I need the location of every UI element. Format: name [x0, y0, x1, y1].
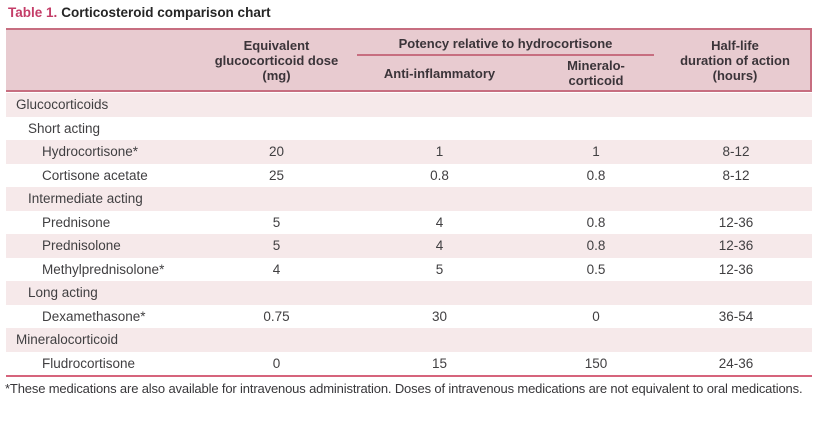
cell-half-life: 36-54 [718, 308, 754, 324]
column-header-half-life: Half-life duration of action (hours) [660, 30, 810, 90]
row-label: Cortisone acetate [42, 167, 148, 183]
table-row: Dexamethasone* 0.75 30 0 36-54 [6, 304, 812, 328]
section-label: Mineralocorticoid [16, 332, 119, 348]
header-line: glucocorticoid dose [214, 52, 339, 68]
table-row: Prednisolone 5 4 0.8 12-36 [6, 234, 812, 258]
subsection-label: Short acting [28, 120, 101, 136]
cell-anti-inflammatory: 15 [431, 355, 448, 371]
corticosteroid-table: Equivalent glucocorticoid dose (mg) Pote… [6, 28, 812, 377]
cell-dose: 25 [268, 167, 285, 183]
header-line: duration of action [680, 52, 790, 68]
row-label: Prednisone [42, 214, 111, 230]
row-label: Dexamethasone* [42, 308, 146, 324]
table-number-label: Table 1. [8, 5, 58, 20]
column-header-medication [6, 30, 206, 90]
table-row: Glucocorticoids [6, 93, 812, 117]
cell-mineralocorticoid: 0.5 [586, 261, 606, 277]
table-row: Long acting [6, 281, 812, 305]
header-line: corticoid [568, 73, 624, 88]
cell-mineralocorticoid: 0.8 [586, 238, 606, 254]
cell-anti-inflammatory: 30 [431, 308, 448, 324]
cell-dose: 0.75 [263, 308, 290, 324]
cell-dose: 20 [268, 144, 285, 160]
cell-dose: 0 [272, 355, 281, 371]
subsection-label: Intermediate acting [28, 191, 143, 207]
cell-anti-inflammatory: 1 [435, 144, 444, 160]
section-label: Glucocorticoids [16, 97, 109, 113]
cell-anti-inflammatory: 5 [435, 261, 444, 277]
header-line: (hours) [712, 67, 758, 83]
cell-half-life: 12-36 [718, 214, 754, 230]
table-row: Fludrocortisone 0 15 150 24-36 [6, 351, 812, 375]
cell-mineralocorticoid: 0.8 [586, 167, 606, 183]
page-title: Table 1. Corticosteroid comparison chart [8, 5, 271, 20]
cell-mineralocorticoid: 0.8 [586, 214, 606, 230]
column-header-mineralocorticoid: Mineralo- corticoid [532, 56, 660, 90]
cell-anti-inflammatory: 0.8 [430, 167, 449, 183]
header-line: Equivalent [243, 37, 310, 53]
table-title-text: Corticosteroid comparison chart [61, 5, 271, 20]
table-row: Methylprednisolone* 4 5 0.5 12-36 [6, 257, 812, 281]
table-row: Mineralocorticoid [6, 328, 812, 352]
cell-anti-inflammatory: 4 [435, 214, 444, 230]
cell-mineralocorticoid: 1 [592, 144, 600, 160]
subsection-label: Long acting [28, 285, 98, 301]
cell-dose: 5 [272, 238, 281, 254]
header-line: Half-life [711, 37, 759, 53]
cell-dose: 5 [272, 214, 281, 230]
table-row: Prednisone 5 4 0.8 12-36 [6, 210, 812, 234]
cell-anti-inflammatory: 4 [435, 238, 444, 254]
row-label: Fludrocortisone [42, 355, 136, 371]
column-group-header-potency: Potency relative to hydrocortisone [357, 36, 654, 56]
table-body: Glucocorticoids Short acting Hydrocortis… [6, 93, 812, 377]
table-footnote: *These medications are also available fo… [5, 381, 803, 396]
cell-half-life: 12-36 [718, 238, 754, 254]
cell-dose: 4 [272, 261, 281, 277]
cell-half-life: 8-12 [722, 167, 750, 183]
row-label: Methylprednisolone* [42, 261, 165, 277]
cell-half-life: 12-36 [718, 261, 754, 277]
column-header-anti-inflammatory: Anti-inflammatory [383, 65, 496, 81]
table-header: Equivalent glucocorticoid dose (mg) Pote… [6, 28, 812, 92]
table-row: Hydrocortisone* 20 1 1 8-12 [6, 140, 812, 164]
cell-half-life: 24-36 [718, 355, 754, 371]
cell-half-life: 8-12 [722, 144, 750, 160]
cell-mineralocorticoid: 0 [592, 308, 600, 324]
cell-mineralocorticoid: 150 [584, 355, 608, 371]
row-label: Hydrocortisone* [42, 144, 139, 160]
header-line: Mineralo- [567, 58, 625, 73]
table-row: Intermediate acting [6, 187, 812, 211]
column-header-equivalent-dose: Equivalent glucocorticoid dose (mg) [206, 30, 347, 90]
table-row: Cortisone acetate 25 0.8 0.8 8-12 [6, 163, 812, 187]
row-label: Prednisolone [42, 238, 121, 254]
header-line: (mg) [262, 67, 291, 83]
table-row: Short acting [6, 116, 812, 140]
